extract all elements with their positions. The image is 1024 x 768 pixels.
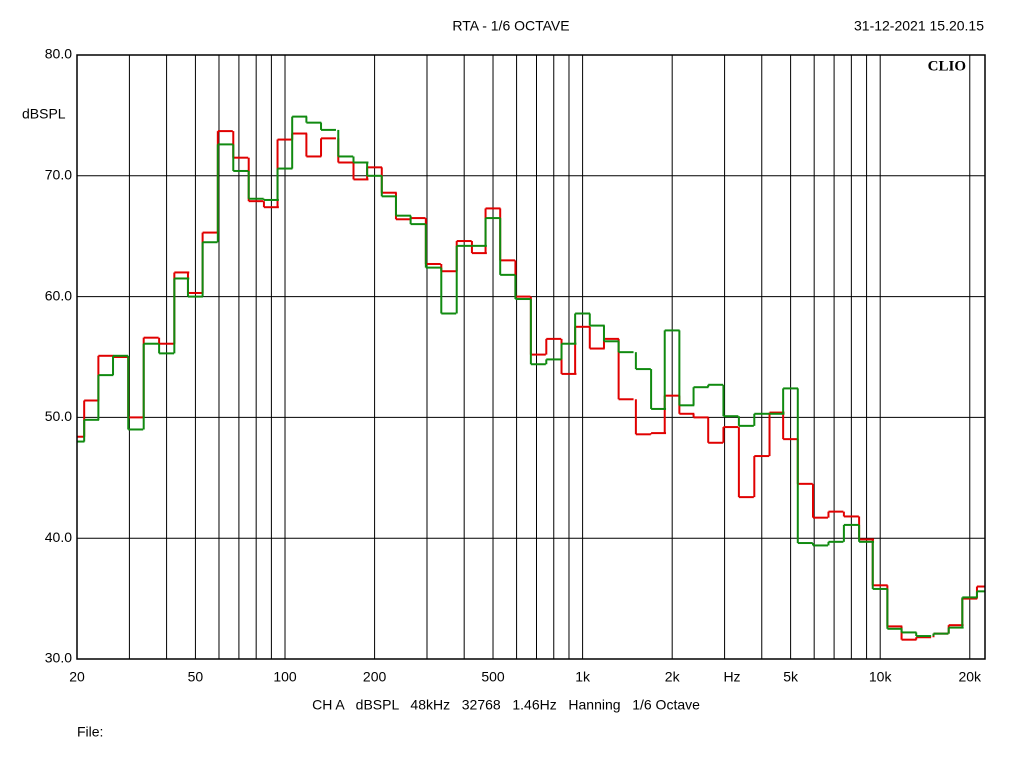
- y-tick-label: 80.0: [45, 46, 72, 62]
- x-tick-label: 2k: [665, 669, 681, 685]
- timestamp: 31-12-2021 15.20.15: [854, 18, 984, 34]
- y-tick-label: 70.0: [45, 167, 72, 183]
- x-tick-label: 20k: [958, 669, 982, 685]
- footer: CH A dBSPL 48kHz 32768 1.46Hz Hanning 1/…: [312, 697, 700, 713]
- brand: CLIO: [928, 58, 966, 74]
- y-axis-label: dBSPL: [22, 106, 66, 122]
- plot: [77, 115, 985, 641]
- x-tick-label: 1k: [575, 669, 591, 685]
- plot-frame: [76, 54, 986, 660]
- y-tick-label: 40.0: [45, 529, 72, 545]
- file-label: File:: [77, 724, 103, 740]
- y-tick-label: 30.0: [45, 650, 72, 666]
- x-tick-label: 100: [273, 669, 297, 685]
- x-tick-label: 5k: [783, 669, 799, 685]
- chart-title: RTA - 1/6 OCTAVE: [452, 18, 569, 34]
- x-unit: Hz: [723, 669, 740, 685]
- x-tick-label: 20: [69, 669, 85, 685]
- y-tick-label: 60.0: [45, 287, 72, 303]
- x-tick-label: 200: [363, 669, 387, 685]
- x-tick-label: 500: [481, 669, 505, 685]
- x-tick-label: 50: [188, 669, 204, 685]
- x-tick-label: 10k: [869, 669, 893, 685]
- y-tick-label: 50.0: [45, 408, 72, 424]
